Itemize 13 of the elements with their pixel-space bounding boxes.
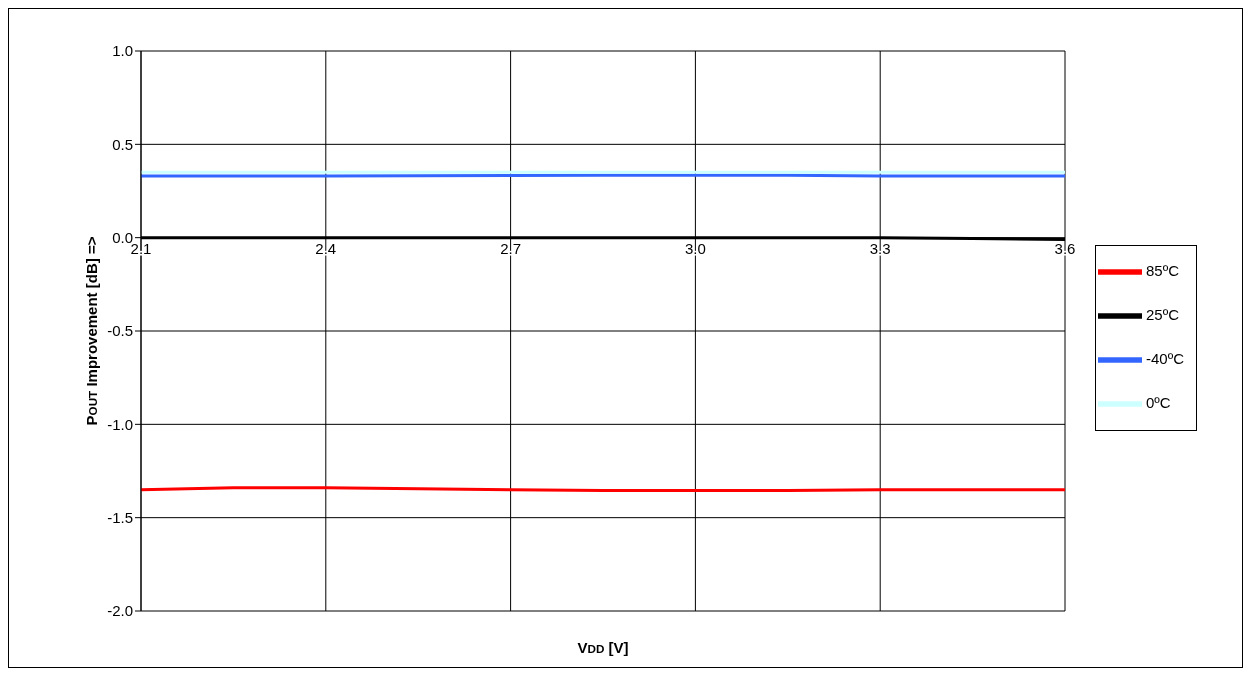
y-tick-label: -2.0 — [107, 602, 133, 620]
y-tick-label: 0.5 — [112, 135, 133, 153]
x-axis-title: VDD [V] — [577, 639, 629, 656]
legend-label: 25ºC — [1146, 305, 1179, 323]
legend-label: 85ºC — [1146, 261, 1179, 279]
y-tick-label: -1.5 — [107, 508, 133, 526]
y-axis-title: POUT Improvement [dB] => — [83, 236, 100, 426]
legend-label: 0ºC — [1146, 393, 1171, 411]
y-tick-label: -1.0 — [107, 415, 133, 433]
y-tick-label: 1.0 — [112, 42, 133, 60]
x-tick-label: 3.6 — [1054, 240, 1076, 258]
legend-label: -40ºC — [1146, 349, 1184, 367]
y-tick-label: -0.5 — [107, 322, 133, 340]
